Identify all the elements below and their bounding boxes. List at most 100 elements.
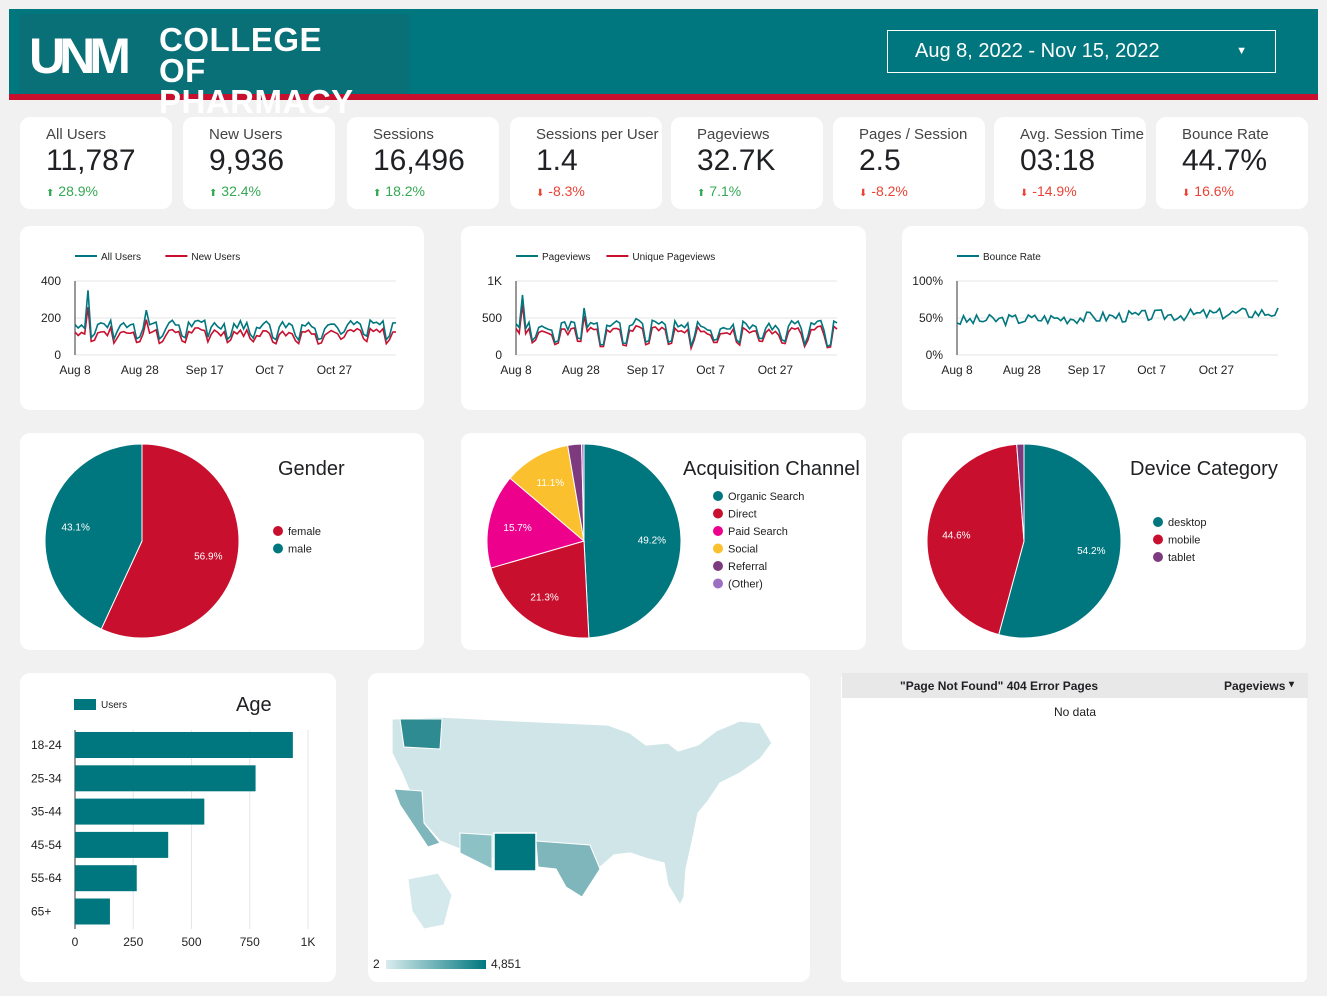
- kpi-delta-value: 28.9%: [58, 183, 98, 199]
- legend-item[interactable]: mobile: [1153, 534, 1200, 547]
- age-bar[interactable]: [75, 898, 110, 925]
- pie-slice[interactable]: [509, 444, 585, 543]
- legend-item[interactable]: New Users: [165, 252, 240, 263]
- y-tick-label: 65+: [31, 905, 51, 919]
- age-bar[interactable]: [75, 798, 205, 825]
- college-logo[interactable]: UNM COLLEGE OF PHARMACY: [19, 14, 409, 118]
- series-line[interactable]: [956, 306, 1279, 328]
- column-header-page[interactable]: "Page Not Found" 404 Error Pages: [900, 679, 1099, 693]
- x-tick-label: Sep 17: [627, 363, 665, 377]
- age-bar[interactable]: [75, 732, 293, 758]
- x-tick-label: Aug 8: [500, 363, 532, 377]
- pie-slice[interactable]: [486, 477, 586, 569]
- legend-label: Bounce Rate: [983, 252, 1041, 263]
- legend-swatch: [713, 561, 723, 571]
- trend-arrow-icon: ⬇: [536, 188, 545, 199]
- legend-item[interactable]: male: [273, 543, 312, 556]
- channel-pie: 49.2% Organic Search 21.3% Direct 15.7% Paid …: [486, 443, 804, 639]
- map-scale-min: 2: [373, 957, 380, 971]
- legend-swatch: [1153, 517, 1163, 527]
- state-new-mexico[interactable]: [493, 832, 537, 872]
- state-texas[interactable]: [535, 840, 601, 898]
- trend-arrow-icon: ⬆: [697, 188, 706, 199]
- series-line[interactable]: [515, 294, 838, 348]
- legend-label: desktop: [1168, 517, 1207, 529]
- kpi-delta: ⬆ 32.4%: [209, 183, 261, 199]
- legend-item[interactable]: Bounce Rate: [957, 252, 1041, 263]
- legend-item[interactable]: Unique Pageviews: [606, 252, 715, 263]
- series-line[interactable]: [515, 304, 838, 352]
- legend-item[interactable]: desktop: [1153, 517, 1207, 529]
- kpi-card: Sessions per User 1.4 ⬇ -8.3%: [510, 117, 662, 209]
- legend-item[interactable]: Paid Search: [713, 526, 788, 538]
- pie-slice[interactable]: [1016, 443, 1025, 542]
- legend-swatch: [713, 578, 723, 589]
- state-alaska[interactable]: [407, 872, 453, 930]
- legend-swatch: [74, 699, 96, 710]
- legend-item[interactable]: Direct: [713, 508, 757, 521]
- series-line[interactable]: [74, 290, 397, 342]
- legend-swatch: [1153, 534, 1163, 545]
- age-bar[interactable]: [75, 831, 169, 858]
- x-tick-label: Oct 27: [758, 363, 794, 377]
- legend-item[interactable]: Users: [74, 699, 127, 711]
- logo-line-2: OF PHARMACY: [159, 52, 354, 120]
- kpi-delta-value: 18.2%: [385, 183, 425, 199]
- pie-slice[interactable]: [100, 443, 240, 639]
- bounce-trend-chart: Bounce Rate 100% 50% 0%Aug 8 Aug 28 Sep 17 Oct…: [912, 252, 1279, 377]
- state-arizona[interactable]: [459, 832, 493, 870]
- pageviews-trend-card: Pageviews Unique Pageviews 1K 500 0 Aug 8 Aug …: [461, 226, 866, 410]
- age-bar[interactable]: [75, 865, 137, 892]
- legend-item[interactable]: (Other): [713, 578, 763, 591]
- legend-item[interactable]: female: [273, 526, 321, 538]
- pie-slice[interactable]: [490, 540, 590, 639]
- age-bar[interactable]: [75, 765, 256, 792]
- pie-slice[interactable]: [998, 443, 1122, 639]
- us-map[interactable]: 2 4,851: [368, 673, 810, 982]
- pie-slice[interactable]: [44, 443, 143, 630]
- legend-label: female: [288, 526, 321, 538]
- us-map-card[interactable]: 2 4,851: [368, 673, 810, 982]
- state-california[interactable]: [393, 788, 441, 848]
- chevron-down-icon: ▼: [1236, 45, 1247, 57]
- unm-logo-icon: UNM: [29, 28, 134, 84]
- y-tick-label: 50%: [919, 311, 943, 325]
- pie-slice[interactable]: [583, 443, 682, 639]
- logo-mark: UNM: [29, 28, 128, 84]
- logo-line-1: COLLEGE: [159, 21, 323, 58]
- x-tick-label: Oct 27: [317, 363, 353, 377]
- legend-item[interactable]: Referral: [713, 561, 767, 573]
- pie-slice[interactable]: [581, 443, 585, 542]
- sort-icon[interactable]: ▾: [1289, 679, 1295, 690]
- legend-item[interactable]: All Users: [75, 252, 141, 263]
- column-header-pageviews[interactable]: Pageviews: [1224, 679, 1286, 693]
- y-tick-label: 200: [41, 311, 61, 325]
- kpi-value: 44.7%: [1182, 144, 1268, 177]
- legend-item[interactable]: tablet: [1153, 552, 1195, 564]
- legend-label: Direct: [728, 509, 757, 521]
- legend-item[interactable]: Pageviews: [516, 252, 590, 263]
- legend-swatch: [713, 526, 723, 536]
- y-tick-label: 25-34: [31, 771, 62, 785]
- legend-item[interactable]: Social: [713, 543, 758, 556]
- legend-label: Pageviews: [542, 252, 590, 263]
- gender-pie: 56.9% female 43.1% male: [44, 443, 321, 639]
- slice-label: 56.9%: [194, 552, 222, 563]
- pie-slice[interactable]: [926, 443, 1025, 636]
- kpi-card: Pages / Session 2.5 ⬇ -8.2%: [833, 117, 985, 209]
- kpi-delta: ⬆ 18.2%: [373, 183, 425, 199]
- age-title: Age: [236, 694, 272, 716]
- x-tick-label: Oct 7: [696, 363, 725, 377]
- series-line[interactable]: [74, 307, 397, 346]
- kpi-delta-value: 16.6%: [1194, 183, 1234, 199]
- kpi-delta: ⬇ -8.3%: [536, 183, 585, 199]
- trend-arrow-icon: ⬆: [46, 188, 55, 199]
- date-range-picker[interactable]: Aug 8, 2022 - Nov 15, 2022 ▼: [887, 30, 1276, 73]
- legend-item[interactable]: Organic Search: [713, 491, 804, 503]
- state-washington[interactable]: [399, 718, 443, 750]
- users-trend-card: All Users New Users 400 200 0 Aug 8 Aug 28 Sep …: [20, 226, 424, 410]
- kpi-card: Pageviews 32.7K ⬆ 7.1%: [671, 117, 823, 209]
- channel-card: Acquisition Channel 49.2% Organic Search 2…: [461, 433, 866, 650]
- y-tick-label: 100%: [912, 274, 943, 288]
- kpi-card: All Users 11,787 ⬆ 28.9%: [20, 117, 172, 209]
